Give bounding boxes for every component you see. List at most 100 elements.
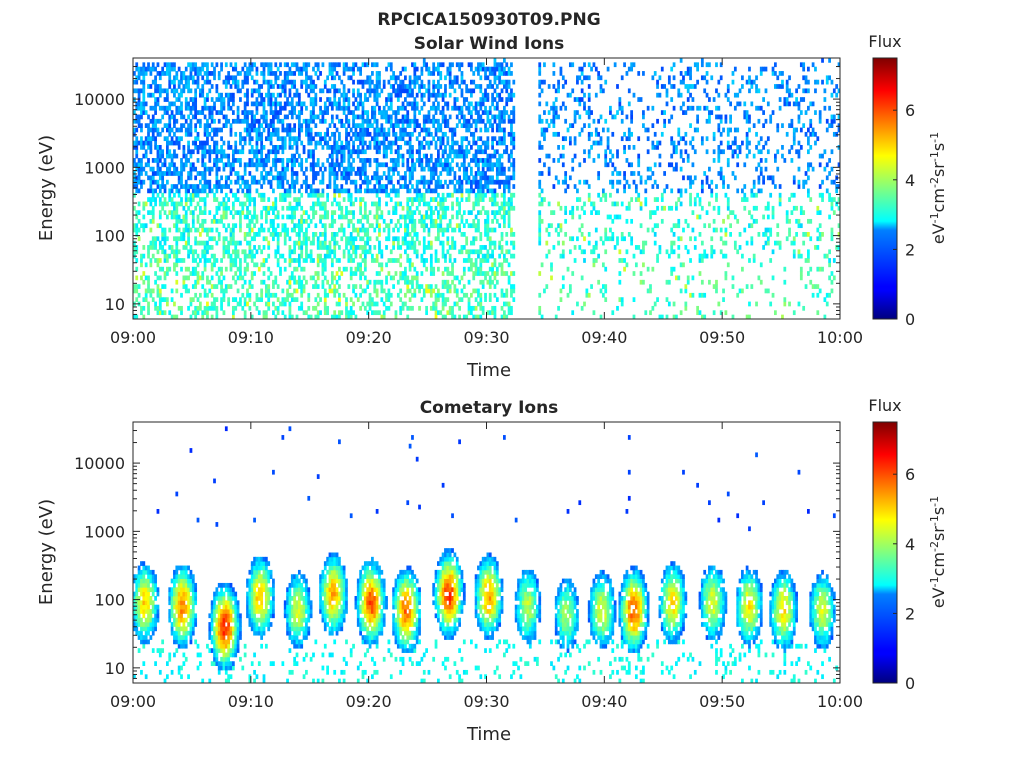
heatmap-cell xyxy=(451,149,454,155)
heatmap-cell xyxy=(368,297,372,302)
heatmap-cell xyxy=(408,258,412,263)
heatmap-cell xyxy=(217,75,221,81)
heatmap-cell xyxy=(290,105,294,111)
heatmap-cell xyxy=(448,223,452,229)
heatmap-cell xyxy=(356,131,360,137)
heatmap-cell xyxy=(210,110,214,115)
heatmap-cell xyxy=(269,62,273,68)
heatmap-cell xyxy=(333,88,337,94)
heatmap-cell xyxy=(415,192,419,198)
heatmap-cell xyxy=(396,162,400,168)
heatmap-cell xyxy=(323,275,327,281)
heatmap-cell xyxy=(495,123,499,128)
heatmap-cell xyxy=(352,301,355,307)
heatmap-cell xyxy=(231,166,235,172)
heatmap-cell xyxy=(286,123,289,128)
heatmap-cell xyxy=(460,197,464,202)
heatmap-cell xyxy=(279,110,282,115)
heatmap-cell xyxy=(441,136,445,142)
heatmap-cell xyxy=(314,145,318,150)
heatmap-cell xyxy=(434,314,438,320)
heatmap-cell xyxy=(498,92,502,98)
heatmap-cell xyxy=(354,236,358,242)
heatmap-cell xyxy=(422,179,426,185)
heatmap-cell xyxy=(432,166,436,172)
heatmap-cell xyxy=(399,271,403,276)
heatmap-cell xyxy=(363,158,367,163)
heatmap-cell xyxy=(378,79,381,85)
heatmap-cell xyxy=(349,240,353,246)
heatmap-cell xyxy=(243,314,247,320)
heatmap-cell xyxy=(625,249,629,255)
heatmap-cell xyxy=(505,71,509,76)
heatmap-cell xyxy=(330,114,334,120)
heatmap-cell xyxy=(156,118,160,124)
heatmap-cell xyxy=(455,210,459,215)
heatmap-cell xyxy=(180,232,183,237)
heatmap-cell xyxy=(290,314,294,320)
heatmap-cell xyxy=(486,118,490,124)
heatmap-cell xyxy=(135,314,139,320)
heatmap-cell xyxy=(224,245,228,250)
heatmap-cell xyxy=(458,297,461,302)
heatmap-cell xyxy=(246,232,249,237)
heatmap-cell xyxy=(543,62,546,68)
heatmap-cell xyxy=(243,127,247,133)
heatmap-cell xyxy=(427,284,431,289)
heatmap-cell xyxy=(229,179,233,185)
heatmap-cell xyxy=(187,101,190,107)
heatmap-cell xyxy=(147,140,150,146)
heatmap-cell xyxy=(250,101,254,107)
heatmap-cell xyxy=(156,258,160,263)
heatmap-cell xyxy=(458,179,461,185)
heatmap-cell xyxy=(250,145,254,150)
heatmap-cell xyxy=(444,197,447,202)
heatmap-cell xyxy=(484,271,487,276)
heatmap-cell xyxy=(467,297,471,302)
heatmap-cell xyxy=(340,184,344,189)
heatmap-cell xyxy=(479,84,483,89)
heatmap-cell xyxy=(493,162,497,168)
heatmap-cell xyxy=(439,136,443,142)
heatmap-cell xyxy=(305,166,308,172)
heatmap-cell xyxy=(158,84,162,89)
heatmap-cell xyxy=(206,62,209,68)
heatmap-cell xyxy=(573,110,577,115)
heatmap-cell xyxy=(182,149,186,155)
heatmap-cell xyxy=(206,66,209,72)
heatmap-cell xyxy=(382,188,386,194)
heatmap-cell xyxy=(401,101,405,107)
heatmap-cell xyxy=(333,66,337,72)
heatmap-cell xyxy=(323,205,327,211)
heatmap-cell xyxy=(269,292,273,298)
heatmap-cell xyxy=(425,88,428,94)
heatmap-cell xyxy=(151,166,155,172)
heatmap-cell xyxy=(345,266,348,272)
heatmap-cell xyxy=(137,158,141,163)
heatmap-cell xyxy=(375,218,379,224)
heatmap-cell xyxy=(196,71,200,76)
heatmap-cell xyxy=(479,266,483,272)
heatmap-cell xyxy=(354,114,358,120)
heatmap-cell xyxy=(488,188,492,194)
heatmap-cell xyxy=(505,149,509,155)
heatmap-cell xyxy=(467,101,471,107)
heatmap-cell xyxy=(481,110,485,115)
heatmap-cell xyxy=(425,310,428,316)
heatmap-cell xyxy=(269,271,273,276)
heatmap-cell xyxy=(154,245,157,250)
heatmap-cell xyxy=(305,236,308,242)
heatmap-cell xyxy=(330,232,334,237)
heatmap-cell xyxy=(267,240,271,246)
heatmap-cell xyxy=(458,84,461,89)
heatmap-cell xyxy=(507,131,511,137)
heatmap-cell xyxy=(470,110,473,115)
heatmap-cell xyxy=(326,105,330,111)
heatmap-cell xyxy=(323,214,327,220)
heatmap-cell xyxy=(173,201,176,207)
heatmap-cell xyxy=(283,105,287,111)
heatmap-cell xyxy=(321,192,325,198)
heatmap-cell xyxy=(330,75,334,81)
heatmap-cell xyxy=(446,171,450,176)
heatmap-cell xyxy=(375,253,379,259)
